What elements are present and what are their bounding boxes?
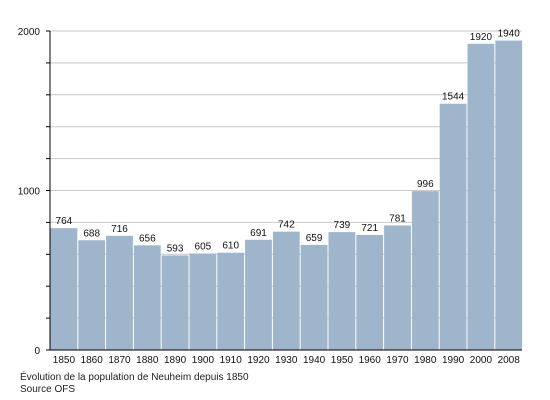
caption-source: Source OFS [20,384,76,395]
bar-1870 [106,235,133,350]
data-label-1890: 593 [167,243,184,254]
bar-1950 [328,232,356,350]
x-tick-label: 1860 [81,355,104,366]
bar-1960 [356,235,384,350]
x-tick-label: 1930 [275,355,298,366]
data-label-1930: 742 [278,220,295,231]
x-tick-label: 1980 [414,355,437,366]
data-label-1860: 688 [83,228,100,239]
bar-1860 [78,240,106,350]
data-label-2008: 1940 [498,29,521,40]
bar-1880 [133,245,161,350]
bar-1900 [189,253,217,350]
data-labels: 764 688 716 656 593 605 610 691 742 659 739 721 781 9… [56,29,521,255]
bar-1980 [411,191,439,350]
data-label-2000: 1920 [470,32,493,43]
x-tick-label: 1880 [136,355,159,366]
x-tick-label: 2000 [470,355,493,366]
x-tick-label: 1950 [331,355,354,366]
x-tick-label: 1940 [303,355,326,366]
bar-1930 [272,231,300,350]
data-label-1970: 781 [389,213,406,224]
bar-1940 [300,244,328,350]
bar-2008 [495,40,523,350]
data-label-1880: 656 [139,233,156,244]
bar-1920 [245,239,272,350]
data-label-1960: 721 [361,223,378,234]
data-label-1900: 605 [195,242,212,253]
data-label-1850: 764 [56,216,73,227]
x-tick-label: 1850 [53,355,76,366]
data-label-1920: 691 [250,228,267,239]
x-tick-label: 1970 [386,355,409,366]
x-tick-label: 1910 [220,355,243,366]
data-label-1870: 716 [111,224,128,235]
data-label-1980: 996 [417,179,434,190]
bar-2000 [467,43,495,350]
x-tick-label: 1960 [359,355,382,366]
x-tick-label: 1900 [192,355,215,366]
bars [50,40,523,351]
bar-1910 [217,252,245,350]
x-tick-label: 2008 [498,355,521,366]
y-tick-label: 2000 [18,27,41,38]
data-label-1990: 1544 [442,92,465,103]
data-label-1950: 739 [334,220,351,231]
x-tick-label: 1870 [108,355,131,366]
data-label-1940: 659 [306,233,323,244]
x-tick-label: 1890 [164,355,187,366]
y-tick-label: 1000 [18,187,41,198]
axes: 0 1000 2000 1850 1860 1870 1880 1890 1900 1910 192… [18,27,522,366]
y-tick-label: 0 [34,346,40,357]
x-tick-label: 1990 [442,355,465,366]
bar-1990 [439,103,467,351]
caption-title: Évolution de la population de Neuheim de… [20,372,249,383]
bar-1970 [384,225,411,350]
bar-1850 [50,228,78,350]
x-tick-label: 1920 [247,355,270,366]
bar-1890 [161,255,189,350]
data-label-1910: 610 [222,241,239,252]
